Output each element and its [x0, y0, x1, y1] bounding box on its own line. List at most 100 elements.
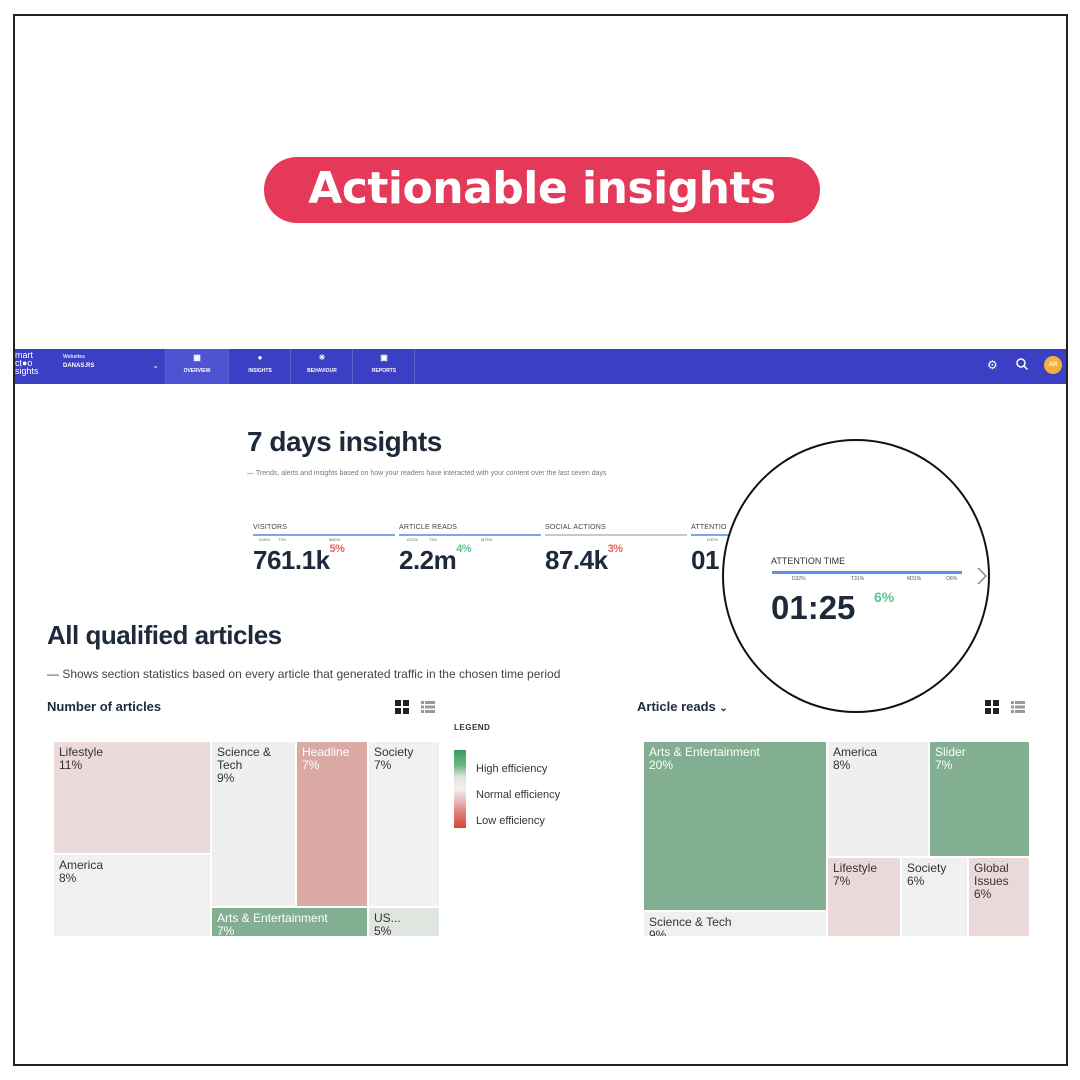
metric-social-actions[interactable]: SOCIAL ACTIONS 87.4k3% [545, 524, 687, 576]
treemap-cell-name: Slider [935, 745, 966, 759]
page-subtitle: — Trends, alerts and insights based on h… [247, 470, 607, 477]
metric-delta: 3% [607, 543, 623, 555]
treemap-cell-name: Headline [302, 745, 350, 759]
chevron-down-icon: ⌄ [719, 703, 728, 714]
metric-bar: D18% T2% M80% [253, 534, 395, 544]
treemap-cell-name: Society [374, 745, 414, 759]
metric-mini-label: D18% [259, 537, 270, 542]
treemap-cell-global-issues[interactable]: Global Issues 6% [968, 857, 1030, 937]
metric-attention-time[interactable]: ATTENTIO D32% 01 [691, 524, 731, 576]
treemap-cell-name: Society [907, 861, 947, 875]
treemap-cell-value: 6% [907, 874, 925, 888]
metric-value: 01 [691, 545, 731, 576]
treemap-cell-lifestyle[interactable]: Lifestyle 11% [53, 741, 211, 854]
treemap-cell-headline[interactable]: Headline 7% [296, 741, 368, 907]
metric-mini-label: M75% [481, 537, 493, 542]
metric-mini-label: T4% [429, 537, 438, 542]
treemap-cell-arts-entertainment[interactable]: Arts & Entertainment 20% [643, 741, 827, 911]
treemap-cell-value: 7% [833, 874, 851, 888]
tab-overview[interactable]: ▦ OVERVIEW [166, 349, 228, 384]
banner-title: Actionable insights [264, 157, 820, 223]
metric-value: 87.4k3% [545, 543, 687, 576]
treemap-cell-name: Science & Tech [649, 915, 732, 929]
treemap-cell-value: 20% [649, 758, 674, 772]
metric-delta: 4% [456, 543, 472, 555]
search-icon[interactable] [1015, 357, 1029, 373]
treemap-cell-science-tech[interactable]: Science & Tech 9% [643, 911, 827, 937]
metric-delta: 5% [329, 543, 345, 555]
metric-mini-label: D21% [407, 537, 418, 542]
metric-mini-label: D32% [707, 537, 718, 542]
list-view-icon [421, 701, 435, 713]
zoom-label: ATTENTION TIME [771, 556, 846, 566]
treemap-cell-name: Global Issues [974, 861, 1009, 888]
treemap-cell-society[interactable]: Society 7% [368, 741, 440, 907]
treemap-cell-value: 8% [833, 758, 851, 772]
gear-icon[interactable]: ⚙ [987, 358, 998, 372]
zoom-bar [772, 571, 962, 574]
section-title: All qualified articles [47, 620, 282, 650]
metric-bar: D32% [691, 534, 731, 544]
treemap-cell-value: 9% [217, 771, 235, 785]
sparkle-icon: ✳ [318, 353, 326, 362]
metric-article-reads[interactable]: ARTICLE READS D21% T4% M75% 2.2m4% [399, 524, 541, 576]
treemap-cell-value: 11% [59, 758, 83, 772]
tab-behaviour-label: BEHAVIOUR [307, 368, 337, 374]
metric-mini-label: T2% [278, 537, 287, 542]
treemap-cell-society[interactable]: Society 6% [901, 857, 968, 937]
treemap-cell-lifestyle[interactable]: Lifestyle 7% [827, 857, 901, 937]
treemap-cell-value: 7% [302, 758, 320, 772]
legend-item-low: Low efficiency [476, 815, 545, 827]
treemap-cell-name: America [833, 745, 878, 759]
metric-value-text: 761.1k [253, 545, 330, 575]
legend-title: LEGEND [454, 723, 491, 732]
tab-overview-label: OVERVIEW [183, 368, 211, 374]
treemap-cell-value: 8% [59, 871, 77, 885]
page-title: 7 days insights [247, 426, 442, 457]
legend-item-normal: Normal efficiency [476, 789, 561, 801]
treemap-cell-america[interactable]: America 8% [53, 854, 211, 937]
metric-value: 2.2m4% [399, 543, 541, 576]
treemap-cell-value: 9% [649, 928, 667, 937]
treemap-cell-value: 6% [974, 887, 992, 901]
top-navbar: mart ct●o sights Websites DANAS.RS ⌄ ▦ OVE… [15, 349, 1066, 384]
tab-behaviour[interactable]: ✳ BEHAVIOUR [291, 349, 353, 384]
monitor-icon: ▣ [380, 353, 388, 362]
metric-bar [545, 534, 687, 544]
treemap-cell-name: Lifestyle [833, 861, 878, 875]
zoom-mini-label: O6% [946, 576, 958, 582]
avatar[interactable]: AR [1044, 356, 1062, 374]
treemap-cell-value: 5% [374, 924, 392, 937]
zoom-mini-label: T31% [851, 576, 865, 582]
treemap-cell-arts-entertainment[interactable]: Arts & Entertainment 7% [211, 907, 368, 937]
metric-mini-label: M80% [329, 537, 341, 542]
website-value: DANAS.RS [63, 363, 95, 369]
website-selector[interactable]: Websites DANAS.RS ⌄ [63, 354, 159, 380]
treemap-cell-name: Arts & Entertainment [649, 745, 760, 759]
legend: LEGEND High efficiency Normal efficiency… [454, 723, 604, 828]
treemap-cell-name: America [59, 858, 104, 872]
metric-visitors[interactable]: VISITORS D18% T2% M80% 761.1k5% [253, 524, 395, 576]
section-subtitle: — Shows section statistics based on ever… [47, 667, 561, 681]
view-toggle[interactable] [395, 700, 435, 714]
tab-reports[interactable]: ▣ REPORTS [353, 349, 415, 384]
grid-view-icon [985, 700, 999, 714]
panel-title-article-reads[interactable]: Article reads ⌄ [637, 699, 728, 714]
treemap-cell-america[interactable]: America 8% [827, 741, 929, 857]
zoom-mini-label: M31% [907, 576, 922, 582]
treemap-cell-slider[interactable]: Slider 7% [929, 741, 1030, 857]
treemap-cell-science-tech[interactable]: Science & Tech 9% [211, 741, 296, 907]
zoom-mini-label: D32% [792, 576, 806, 582]
article-reads-label: Article reads [637, 699, 716, 714]
zoom-value: 01:25 [771, 589, 856, 626]
treemap-cell-name: Lifestyle [59, 745, 104, 759]
tab-insights[interactable]: ● INSIGHTS [229, 349, 291, 384]
app-logo[interactable]: mart ct●o sights [15, 350, 39, 376]
treemap-cell-value: 7% [935, 758, 953, 772]
lightbulb-icon: ● [257, 353, 263, 362]
metric-value-text: 2.2m [399, 545, 457, 575]
chevron-right-icon[interactable] [976, 565, 988, 587]
treemap-cell-us[interactable]: US... 5% [368, 907, 440, 937]
view-toggle[interactable] [985, 700, 1025, 714]
slide-frame: Actionable insights mart ct●o sights Websi… [13, 14, 1068, 1066]
